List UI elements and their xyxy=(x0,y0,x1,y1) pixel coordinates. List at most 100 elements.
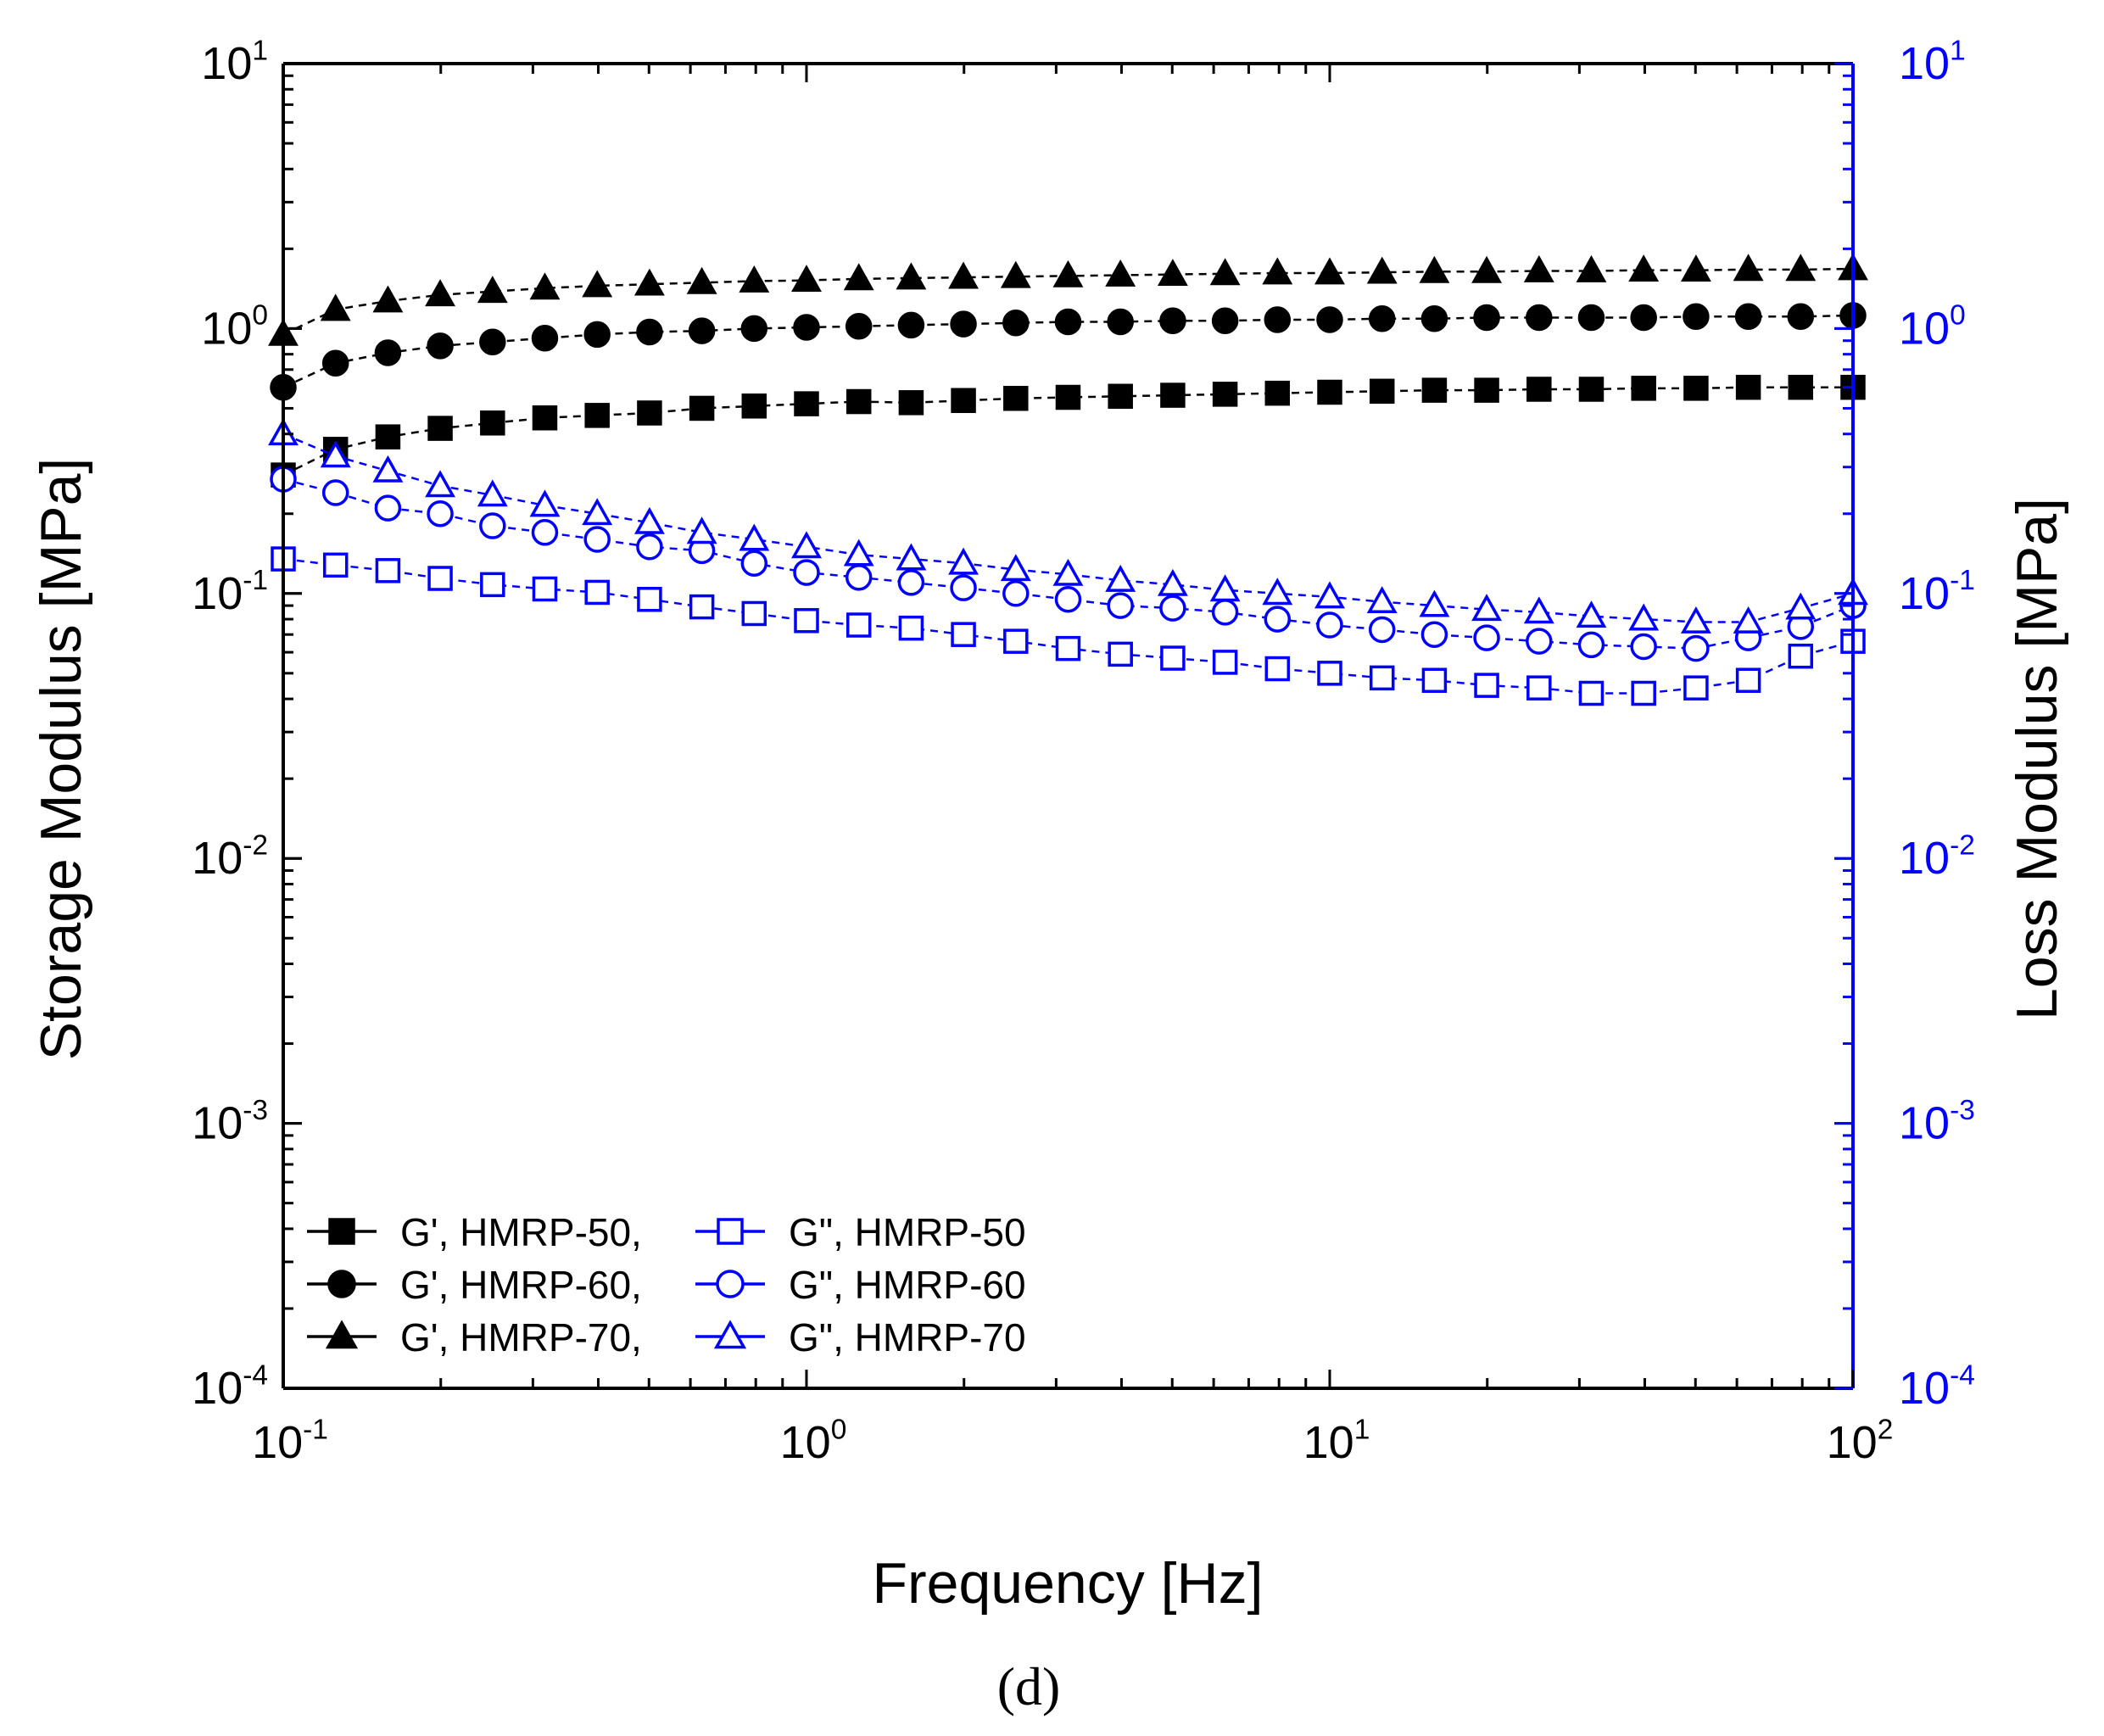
data-point xyxy=(897,569,925,596)
data-point xyxy=(1160,382,1186,408)
data-point xyxy=(688,317,716,344)
data-point xyxy=(1366,586,1398,614)
data-point xyxy=(1211,307,1239,334)
y-tick-label: 100 xyxy=(201,300,268,354)
y-tick-label: 10-4 xyxy=(192,1359,268,1414)
data-point xyxy=(1421,377,1448,403)
data-point xyxy=(372,285,404,313)
data-point xyxy=(950,310,977,338)
data-point xyxy=(1264,606,1292,633)
panel-label: (d) xyxy=(997,1656,1061,1716)
data-point xyxy=(1631,376,1656,401)
y2-axis-title: Loss Modulus [MPa] xyxy=(2005,498,2069,1020)
data-point xyxy=(1157,259,1188,287)
data-point xyxy=(1683,675,1709,701)
data-point xyxy=(1680,606,1711,634)
y-tick-label: 10-2 xyxy=(192,830,268,885)
data-point xyxy=(1578,680,1605,706)
legend-marker xyxy=(327,1270,356,1298)
data-point xyxy=(1157,568,1188,596)
data-point xyxy=(1735,374,1761,400)
data-point xyxy=(1630,304,1657,332)
data-point xyxy=(1316,611,1343,639)
data-point xyxy=(1630,633,1657,661)
data-point xyxy=(1160,645,1186,671)
data-point xyxy=(689,395,715,421)
series-5 xyxy=(268,418,1868,634)
data-point xyxy=(1055,384,1081,410)
data-point xyxy=(1577,631,1605,659)
data-point xyxy=(1628,254,1660,282)
data-point xyxy=(1420,304,1448,332)
data-point xyxy=(1526,377,1552,402)
data-point xyxy=(427,416,453,441)
data-point xyxy=(479,328,506,355)
data-point xyxy=(1264,306,1292,333)
legend-label: G", HMRP-50 xyxy=(789,1210,1026,1254)
data-point xyxy=(1105,564,1136,592)
y2-tick-label: 10-4 xyxy=(1899,1359,1975,1414)
data-point xyxy=(1317,379,1342,405)
data-point xyxy=(896,262,927,290)
data-point xyxy=(1680,254,1711,282)
data-point xyxy=(845,312,873,340)
data-point xyxy=(583,526,611,553)
x-tick-label: 101 xyxy=(1303,1414,1370,1468)
data-point xyxy=(427,566,453,591)
legend-marker xyxy=(716,1270,745,1298)
legend-label: G', HMRP-70, xyxy=(400,1315,642,1359)
data-point xyxy=(1788,374,1814,400)
data-point xyxy=(1314,257,1345,285)
data-point xyxy=(633,268,665,296)
data-point xyxy=(375,424,401,449)
data-point xyxy=(1683,376,1709,401)
data-point xyxy=(898,615,924,641)
data-point xyxy=(1473,624,1500,651)
data-point xyxy=(1003,385,1029,411)
y-axis-title: Storage Modulus [MPa] xyxy=(29,458,93,1061)
data-point xyxy=(1000,260,1031,288)
data-point xyxy=(1785,592,1817,620)
y2-tick-label: 101 xyxy=(1899,35,1966,89)
legend-marker xyxy=(717,1218,744,1245)
data-point xyxy=(1683,634,1710,662)
data-point xyxy=(739,265,770,293)
series-4 xyxy=(270,466,1867,662)
data-point xyxy=(1787,303,1815,330)
data-point xyxy=(425,470,456,498)
data-point xyxy=(529,272,561,300)
data-point xyxy=(531,519,559,546)
x-axis-title: Frequency [Hz] xyxy=(872,1551,1263,1616)
data-point xyxy=(794,391,819,416)
data-point xyxy=(1420,621,1448,648)
legend-label: G', HMRP-50, xyxy=(400,1210,642,1254)
data-point xyxy=(637,400,662,426)
data-point xyxy=(741,600,767,627)
data-point xyxy=(1002,310,1030,337)
series-0 xyxy=(271,374,1866,488)
data-point xyxy=(1421,667,1448,693)
data-point xyxy=(1474,673,1499,698)
data-point xyxy=(529,489,561,517)
data-point xyxy=(582,498,613,526)
data-point xyxy=(1369,378,1395,405)
data-point xyxy=(636,533,663,561)
data-point xyxy=(584,403,610,428)
data-point xyxy=(793,314,820,341)
data-point xyxy=(427,500,454,527)
data-point xyxy=(1105,259,1136,287)
data-point xyxy=(1526,304,1553,332)
data-point xyxy=(480,572,505,598)
data-point xyxy=(845,564,873,591)
data-point xyxy=(1055,635,1081,661)
y2-tick-label: 10-3 xyxy=(1899,1095,1975,1149)
data-point xyxy=(1209,258,1241,286)
data-point xyxy=(1788,643,1814,669)
data-point xyxy=(793,559,820,586)
data-point xyxy=(897,311,925,339)
data-point xyxy=(1734,303,1762,330)
data-point xyxy=(791,265,822,293)
data-point xyxy=(1735,667,1761,693)
data-point xyxy=(843,539,874,567)
data-point xyxy=(1628,603,1660,631)
